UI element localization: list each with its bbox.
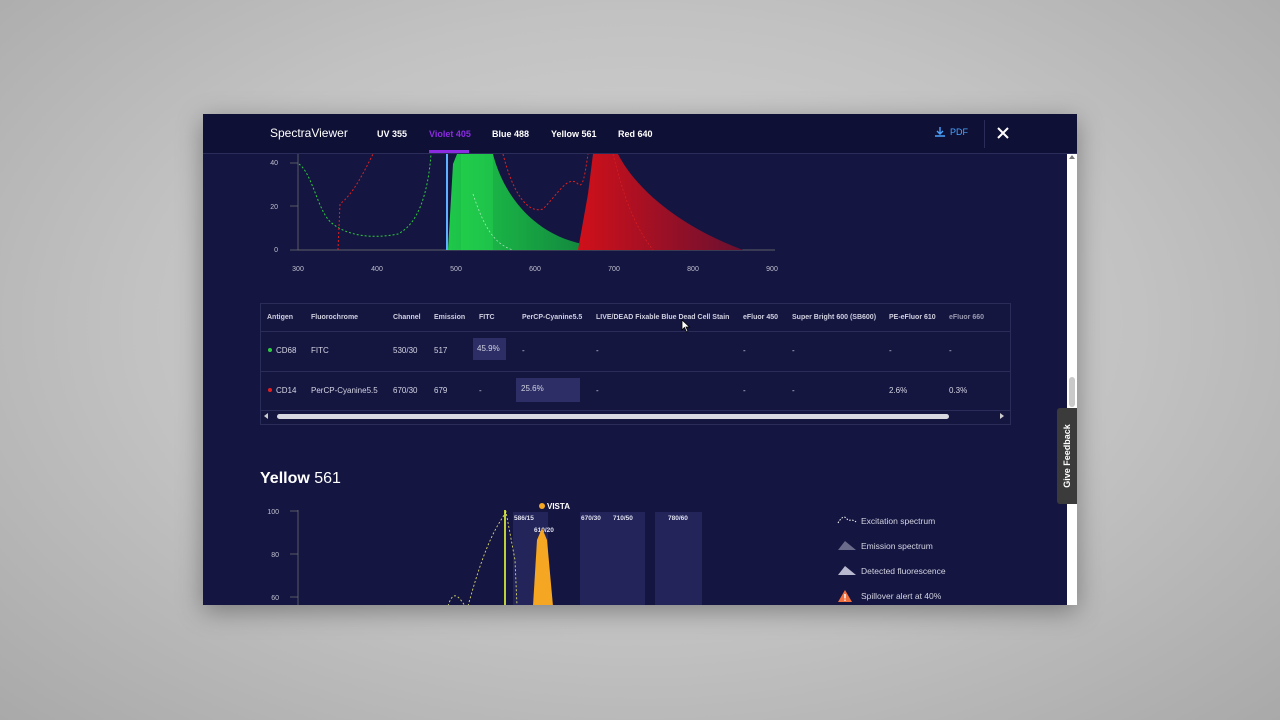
give-feedback-button[interactable]: Give Feedback <box>1057 408 1077 504</box>
table-cell-live-dead: - <box>596 346 599 355</box>
highlight-cell <box>473 338 506 360</box>
legend-excitation: Excitation spectrum <box>837 516 935 526</box>
horizontal-scrollbar[interactable] <box>277 414 949 419</box>
tab-uv-355[interactable]: UV 355 <box>377 129 408 139</box>
status-dot <box>268 348 272 352</box>
status-dot <box>268 388 272 392</box>
emission-peak-icon <box>838 541 856 550</box>
pdf-label: PDF <box>950 127 968 137</box>
filter-label: 670/30 <box>581 515 601 522</box>
scroll-up-icon[interactable] <box>1069 155 1075 159</box>
table-cell-efluor660: - <box>949 346 952 355</box>
vertical-scrollbar-thumb[interactable] <box>1069 377 1075 407</box>
table-cell-fluorochrome: PerCP-Cyanine5.5 <box>311 386 378 395</box>
filter-label: 780/60 <box>668 515 688 522</box>
table-cell-channel: 530/30 <box>393 346 418 355</box>
scroll-left-icon[interactable] <box>264 413 268 419</box>
legend-detected: Detected fluorescence <box>838 566 946 576</box>
fluorochrome-marker-label: VISTA <box>547 502 570 511</box>
y-tick-label: 40 <box>270 160 278 167</box>
x-tick-label: 900 <box>766 266 778 273</box>
filter-label: 710/50 <box>613 515 633 522</box>
legend-spillover: Spillover alert at 40% <box>838 590 941 602</box>
y-tick-label: 80 <box>271 552 279 559</box>
table-cell-fluorochrome: FITC <box>311 346 329 355</box>
table-cell-emission: 679 <box>434 386 448 395</box>
filter-label: 610/20 <box>534 527 554 534</box>
table-cell-fitc: - <box>479 386 482 395</box>
pdf-download-button[interactable]: PDF <box>934 126 968 138</box>
table-cell-percp: - <box>522 346 525 355</box>
x-tick-label: 400 <box>371 266 383 273</box>
column-header-pe-efluor-610[interactable]: PE-eFluor 610 <box>889 314 936 321</box>
table-cell-pe-efluor610: 2.6% <box>889 386 908 395</box>
table-cell-fitc: 45.9% <box>477 344 500 353</box>
row-divider <box>261 331 1010 332</box>
table-cell-percp: 25.6% <box>521 384 544 393</box>
download-icon <box>935 127 945 137</box>
x-tick-label: 300 <box>292 266 304 273</box>
table-row-antigen: CD68 <box>268 346 296 355</box>
tab-yellow-561[interactable]: Yellow 561 <box>551 129 597 139</box>
legend-emission: Emission spectrum <box>838 541 933 551</box>
row-divider <box>261 371 1010 372</box>
spillover-table: Antigen Fluorochrome Channel Emission FI… <box>260 303 1011 425</box>
y-tick-label: 0 <box>274 247 278 254</box>
active-tab-indicator <box>429 150 469 153</box>
section-title-yellow-561: Yellow 561 <box>260 470 341 487</box>
row-divider <box>261 410 1010 411</box>
filter-label: 586/15 <box>514 515 534 522</box>
column-header-percp-cy55[interactable]: PerCP-Cyanine5.5 <box>522 314 583 321</box>
column-header-fluorochrome[interactable]: Fluorochrome <box>311 314 359 321</box>
warning-triangle-icon <box>838 590 852 602</box>
app-title: SpectraViewer <box>270 126 348 140</box>
x-tick-label: 600 <box>529 266 541 273</box>
table-cell-live-dead: - <box>596 386 599 395</box>
detected-peak-icon <box>838 566 856 575</box>
column-header-antigen[interactable]: Antigen <box>267 314 294 321</box>
column-header-channel[interactable]: Channel <box>393 314 421 321</box>
table-cell-sb600: - <box>792 386 795 395</box>
table-cell-pe-efluor610: - <box>889 346 892 355</box>
x-tick-label: 800 <box>687 266 699 273</box>
table-row-antigen: CD14 <box>268 386 296 395</box>
table-cell-efluor450: - <box>743 386 746 395</box>
mouse-cursor-icon <box>681 319 691 333</box>
y-tick-label: 60 <box>271 595 279 602</box>
yellow-spectra-chart: 100 80 60 586/15 610/20 670/30 710/50 78… <box>267 502 702 605</box>
spectraviewer-modal: SpectraViewer UV 355 Violet 405 Blue 488… <box>203 114 1077 605</box>
table-cell-sb600: - <box>792 346 795 355</box>
scroll-right-icon[interactable] <box>1000 413 1004 419</box>
table-cell-efluor660: 0.3% <box>949 386 968 395</box>
column-header-fitc[interactable]: FITC <box>479 314 495 321</box>
toolbar-divider <box>984 120 985 148</box>
table-cell-efluor450: - <box>743 346 746 355</box>
table-cell-channel: 670/30 <box>393 386 418 395</box>
x-tick-label: 700 <box>608 266 620 273</box>
x-tick-label: 500 <box>450 266 462 273</box>
excitation-dotted-icon <box>837 516 857 524</box>
tab-red-640[interactable]: Red 640 <box>618 129 653 139</box>
tab-blue-488[interactable]: Blue 488 <box>492 129 530 139</box>
column-header-live-dead-blue[interactable]: LIVE/DEAD Fixable Blue Dead Cell Stain <box>596 314 730 321</box>
give-feedback-label: Give Feedback <box>1062 424 1072 488</box>
table-cell-emission: 517 <box>434 346 448 355</box>
tab-violet-405[interactable]: Violet 405 <box>429 129 471 139</box>
y-tick-label: 100 <box>267 509 279 516</box>
column-header-efluor-660[interactable]: eFluor 660 <box>949 314 985 321</box>
column-header-sb600[interactable]: Super Bright 600 (SB600) <box>792 314 877 321</box>
highlight-cell <box>516 378 580 402</box>
close-icon[interactable] <box>993 123 1013 143</box>
column-header-efluor-450[interactable]: eFluor 450 <box>743 314 779 321</box>
top-bar: SpectraViewer UV 355 Violet 405 Blue 488… <box>203 114 1077 154</box>
column-header-emission[interactable]: Emission <box>434 314 466 321</box>
violet-spectra-chart: 40 20 0 300 400 500 600 700 800 900 <box>270 154 778 273</box>
y-tick-label: 20 <box>270 204 278 211</box>
